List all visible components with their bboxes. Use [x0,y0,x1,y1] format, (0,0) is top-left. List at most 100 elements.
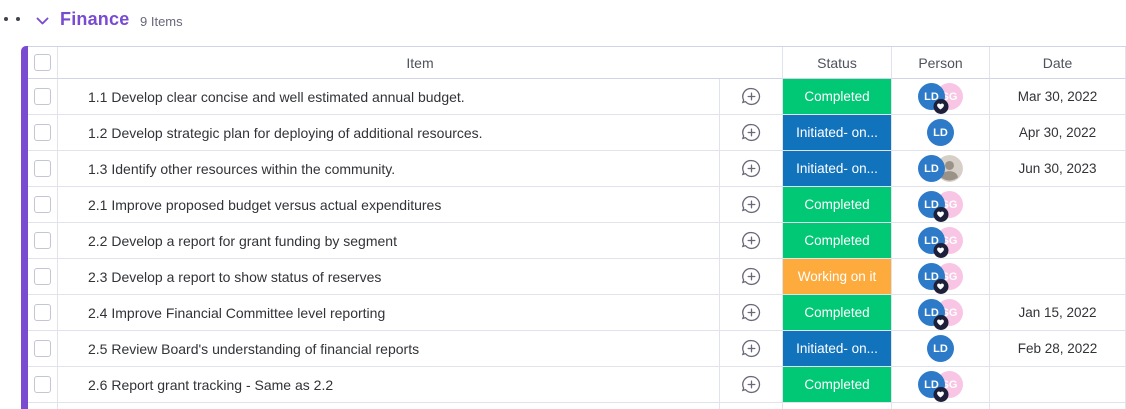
group-title[interactable]: Finance [60,9,130,29]
item-name[interactable]: 1.3 Identify other resources within the … [58,151,720,187]
avatar-heart-badge [933,386,948,402]
person-cell[interactable]: LD SG [892,79,990,115]
column-header-item[interactable]: Item [58,47,783,79]
avatar-heart-badge [933,278,948,294]
person-cell[interactable]: LD SG [892,223,990,259]
avatar-group[interactable]: LD SG [918,299,963,330]
avatar-group[interactable]: LD [927,335,954,363]
status-cell[interactable]: Completed [783,367,892,403]
date-cell[interactable] [990,259,1126,295]
speech-bubble-plus-icon [741,375,760,394]
add-update-cell[interactable] [720,79,783,115]
speech-bubble-plus-icon [741,123,760,142]
avatar-group[interactable]: LD [927,119,954,147]
heart-icon [937,390,944,398]
speech-bubble-plus-icon [741,195,760,214]
person-cell[interactable]: LD [892,151,990,187]
header-select-all-cell [28,47,58,79]
row-checkbox[interactable] [34,196,51,213]
person-cell[interactable]: LD SG [892,367,990,403]
item-name[interactable]: 2.1 Improve proposed budget versus actua… [58,187,720,223]
date-cell[interactable]: Apr 30, 2022 [990,115,1126,151]
drag-handle-icon[interactable] [4,17,20,21]
date-stub-stub [990,403,1126,409]
person-cell[interactable]: LD SG [892,187,990,223]
person-cell[interactable]: LD SG [892,295,990,331]
column-header-person[interactable]: Person [892,47,990,79]
date-cell[interactable]: Mar 30, 2022 [990,79,1126,115]
row-checkbox[interactable] [34,232,51,249]
status-cell[interactable]: Completed [783,187,892,223]
row-select-cell [28,115,58,151]
add-update-cell[interactable] [720,151,783,187]
row-checkbox[interactable] [34,304,51,321]
row-checkbox[interactable] [34,160,51,177]
status-cell[interactable]: Completed [783,79,892,115]
row-checkbox[interactable] [34,376,51,393]
avatar-group[interactable]: LD SG [918,227,963,258]
add-update-cell[interactable] [720,367,783,403]
item-name[interactable]: 2.5 Review Board's understanding of fina… [58,331,720,367]
date-cell[interactable]: Jun 30, 2023 [990,151,1126,187]
speech-bubble-plus-icon [741,339,760,358]
item-name[interactable]: 2.4 Improve Financial Committee level re… [58,295,720,331]
row-select-cell [28,223,58,259]
avatar-heart-badge [933,242,948,258]
status-cell[interactable]: Completed [783,295,892,331]
row-select-cell [28,259,58,295]
status-cell[interactable]: Completed [783,223,892,259]
add-update-cell[interactable] [720,295,783,331]
add-update-cell[interactable] [720,259,783,295]
status-cell[interactable]: Initiated- on... [783,151,892,187]
item-name[interactable]: 2.2 Develop a report for grant funding b… [58,223,720,259]
collapse-chevron-icon[interactable] [34,13,50,29]
row-checkbox[interactable] [34,340,51,357]
group-table: Item Status Person Date 1.1 Develop clea… [21,46,1126,409]
row-checkbox[interactable] [34,124,51,141]
item-name[interactable]: 2.6 Report grant tracking - Same as 2.2 [58,367,720,403]
person-cell[interactable]: LD [892,331,990,367]
row-select-cell [28,367,58,403]
add-update-cell-stub [720,403,783,409]
date-cell[interactable] [990,367,1126,403]
avatar-heart-badge [933,206,948,222]
status-stub-stub [783,403,892,409]
date-cell[interactable] [990,187,1126,223]
row-select-cell [28,295,58,331]
heart-icon [937,318,944,326]
board-grid: Item Status Person Date 1.1 Develop clea… [28,46,1126,409]
date-cell[interactable]: Jan 15, 2022 [990,295,1126,331]
avatar-group[interactable]: LD SG [918,191,963,222]
avatar-group[interactable]: LD [918,155,963,183]
add-update-cell[interactable] [720,187,783,223]
status-cell[interactable]: Working on it [783,259,892,295]
speech-bubble-plus-icon [741,267,760,286]
date-cell[interactable]: Feb 28, 2022 [990,331,1126,367]
add-update-cell[interactable] [720,331,783,367]
avatar-group[interactable]: LD SG [918,263,963,294]
avatar-ld: LD [927,119,954,146]
avatar-ld: LD [927,335,954,362]
avatar-group[interactable]: LD SG [918,371,963,402]
item-name[interactable]: 1.1 Develop clear concise and well estim… [58,79,720,115]
status-cell[interactable]: Initiated- on... [783,115,892,151]
column-header-status[interactable]: Status [783,47,892,79]
add-update-cell[interactable] [720,223,783,259]
status-cell[interactable]: Initiated- on... [783,331,892,367]
select-all-checkbox[interactable] [34,54,51,71]
row-select-cell-stub [28,403,58,409]
row-select-cell [28,151,58,187]
person-cell[interactable]: LD SG [892,259,990,295]
avatar-group[interactable]: LD SG [918,83,963,114]
row-checkbox[interactable] [34,88,51,105]
item-name[interactable]: 1.2 Develop strategic plan for deploying… [58,115,720,151]
speech-bubble-plus-icon [741,231,760,250]
add-update-cell[interactable] [720,115,783,151]
speech-bubble-plus-icon [741,303,760,322]
date-cell[interactable] [990,223,1126,259]
item-name[interactable]: 2.3 Develop a report to show status of r… [58,259,720,295]
row-checkbox[interactable] [34,268,51,285]
column-header-date[interactable]: Date [990,47,1126,79]
person-cell[interactable]: LD [892,115,990,151]
